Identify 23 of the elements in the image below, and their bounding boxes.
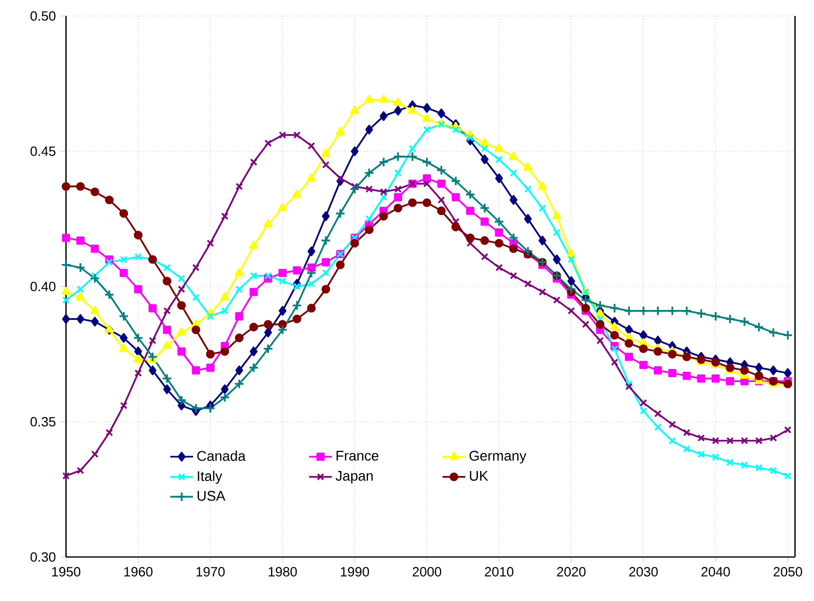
y-tick-label: 0.40 <box>30 282 56 292</box>
x-tick-label: 1950 <box>52 567 80 576</box>
legend-label: Japan <box>336 471 373 484</box>
x-tick-label: 2030 <box>629 567 658 576</box>
legend-label: UK <box>470 471 488 481</box>
y-tick-label: 0.35 <box>30 417 56 426</box>
y-tick-label: 0.45 <box>30 146 56 156</box>
y-tick-label: 0.50 <box>30 11 56 21</box>
x-tick-label: 1970 <box>196 567 225 576</box>
x-tick-label: 2010 <box>484 567 514 576</box>
x-tick-label: 1960 <box>124 567 152 576</box>
x-tick-label: 2000 <box>412 567 442 576</box>
x-tick-label: 2040 <box>701 567 730 576</box>
legend-label: Canada <box>197 450 246 461</box>
x-tick-label: 1980 <box>268 567 297 576</box>
legend-label: Italy <box>198 470 222 484</box>
x-tick-label: 1990 <box>340 567 370 576</box>
x-tick-label: 2050 <box>774 567 802 576</box>
x-tick-label: 2020 <box>557 567 586 576</box>
legend-label: Germany <box>470 450 526 464</box>
y-tick-label: 0.30 <box>30 552 56 562</box>
legend-label: France <box>336 450 378 461</box>
legend-label: USA <box>198 490 226 501</box>
